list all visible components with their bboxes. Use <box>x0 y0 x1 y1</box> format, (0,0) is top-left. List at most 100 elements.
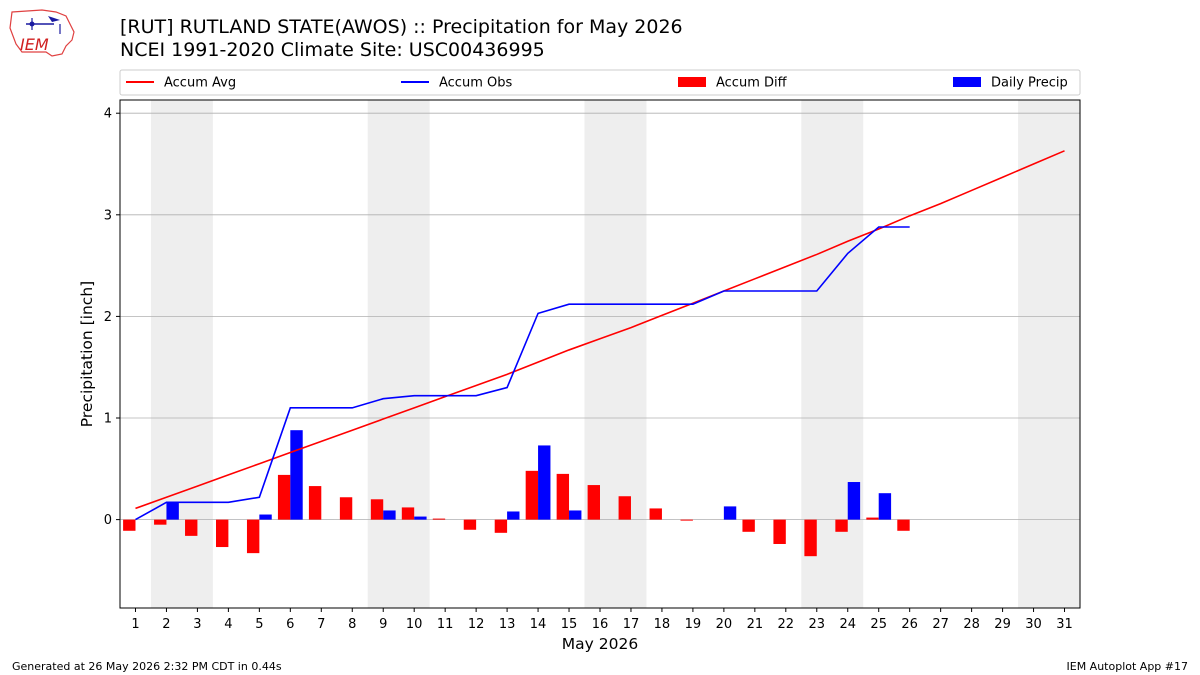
legend-label: Daily Precip <box>991 76 1068 91</box>
bar-accum-diff <box>463 519 477 530</box>
bar-daily-precip <box>259 514 272 520</box>
chart-subtitle: NCEI 1991-2020 Climate Site: USC00436995 <box>120 39 545 61</box>
bar-accum-diff <box>773 519 786 544</box>
line-accum-avg <box>135 150 1065 510</box>
chart-title: [RUT] RUTLAND STATE(AWOS) :: Precipitati… <box>120 16 683 38</box>
weekend-band <box>584 100 647 608</box>
legend-accum-diff: Accum Diff <box>678 76 788 91</box>
lines <box>135 150 1065 521</box>
bar-accum-diff <box>401 507 415 520</box>
bar-accum-diff <box>587 485 600 520</box>
x-tick-label: 11 <box>437 617 454 632</box>
bar-daily-precip <box>290 430 303 520</box>
weekend-band <box>150 100 213 608</box>
x-tick-label: 5 <box>255 617 263 632</box>
bar-daily-precip <box>507 511 520 520</box>
x-tick-label: 16 <box>592 617 609 632</box>
bar-accum-diff <box>897 519 910 531</box>
bar-daily-precip <box>847 482 861 520</box>
x-tick-label: 2 <box>162 617 170 632</box>
bar-accum-diff <box>246 519 260 554</box>
bar-daily-precip <box>414 516 427 520</box>
bar-accum-diff <box>866 517 879 520</box>
x-tick-label: 24 <box>839 617 856 632</box>
x-tick-label: 15 <box>561 617 578 632</box>
x-tick-label: 10 <box>406 617 423 632</box>
weekend-band <box>1018 100 1080 608</box>
bar-accum-diff <box>277 474 291 520</box>
x-tick-label: 26 <box>901 617 918 632</box>
legend-label: Accum Diff <box>716 76 788 91</box>
bar-accum-diff <box>649 508 662 520</box>
footer-generated: Generated at 26 May 2026 2:32 PM CDT in … <box>12 660 282 673</box>
legend-label: Accum Avg <box>164 76 236 91</box>
x-tick-label: 8 <box>348 617 356 632</box>
y-tick-label: 0 <box>104 513 112 528</box>
bar-daily-precip <box>383 510 396 520</box>
bar-daily-precip <box>538 445 551 520</box>
iem-logo: IEM <box>9 9 75 57</box>
legend-accum-obs: Accum Obs <box>401 76 512 91</box>
bar-accum-diff <box>370 499 384 520</box>
legend-label: Accum Obs <box>439 76 512 91</box>
x-tick-label: 29 <box>994 617 1011 632</box>
y-tick-label: 1 <box>104 412 112 427</box>
x-tick-label: 17 <box>623 617 640 632</box>
bar-daily-precip <box>166 502 179 520</box>
x-tick-label: 27 <box>932 617 949 632</box>
bar-accum-diff <box>835 519 848 532</box>
bar-accum-diff <box>618 496 631 520</box>
bar-accum-diff <box>123 519 136 531</box>
x-tick-label: 23 <box>809 617 826 632</box>
x-tick-label: 13 <box>499 617 516 632</box>
bar-daily-precip <box>723 506 737 520</box>
bars <box>123 430 923 557</box>
x-tick-label: 31 <box>1056 617 1073 632</box>
legend-accum-avg: Accum Avg <box>126 76 236 91</box>
x-tick-label: 30 <box>1025 617 1042 632</box>
x-tick-label: 6 <box>286 617 294 632</box>
x-tick-label: 14 <box>530 617 547 632</box>
y-axis-label: Precipitation [inch] <box>78 281 96 427</box>
x-tick-label: 1 <box>131 617 139 632</box>
x-tick-label: 7 <box>317 617 325 632</box>
x-tick-label: 21 <box>747 617 764 632</box>
bar-accum-diff <box>308 486 322 520</box>
legend-swatch <box>678 77 706 87</box>
legend-box <box>119 69 1081 96</box>
x-tick-label: 9 <box>379 617 387 632</box>
x-tick-label: 4 <box>224 617 232 632</box>
footer-app: IEM Autoplot App #17 <box>1066 660 1189 673</box>
legend: Accum Avg Accum Obs Accum Diff Daily Precip <box>119 69 1081 96</box>
bar-accum-diff <box>494 519 508 533</box>
y-tick-label: 2 <box>104 310 112 325</box>
x-tick-label: 28 <box>963 617 980 632</box>
x-tick-label: 18 <box>654 617 671 632</box>
bar-accum-diff <box>185 519 198 536</box>
bar-accum-diff <box>432 518 446 520</box>
x-tick-label: 20 <box>716 617 733 632</box>
weekend-band <box>367 100 430 608</box>
bar-accum-diff <box>804 519 817 557</box>
bar-daily-precip <box>878 493 892 520</box>
legend-swatch <box>953 77 981 87</box>
bar-accum-diff <box>742 519 755 532</box>
weekend-shading <box>150 100 1080 608</box>
x-tick-label: 19 <box>685 617 702 632</box>
x-tick-label: 12 <box>468 617 485 632</box>
logo-text: IEM <box>20 35 49 54</box>
x-tick-label: 22 <box>778 617 795 632</box>
line-accum-obs <box>135 226 910 521</box>
bar-accum-diff <box>216 519 229 548</box>
x-axis-label: May 2026 <box>562 635 638 653</box>
bar-accum-diff <box>680 519 693 521</box>
bar-accum-diff <box>339 497 353 520</box>
x-tick-label: 3 <box>193 617 201 632</box>
x-tick-label: 25 <box>870 617 887 632</box>
bar-accum-diff <box>154 519 167 525</box>
bar-daily-precip <box>569 510 582 520</box>
bar-accum-diff <box>525 470 539 520</box>
bar-accum-diff <box>556 473 570 520</box>
